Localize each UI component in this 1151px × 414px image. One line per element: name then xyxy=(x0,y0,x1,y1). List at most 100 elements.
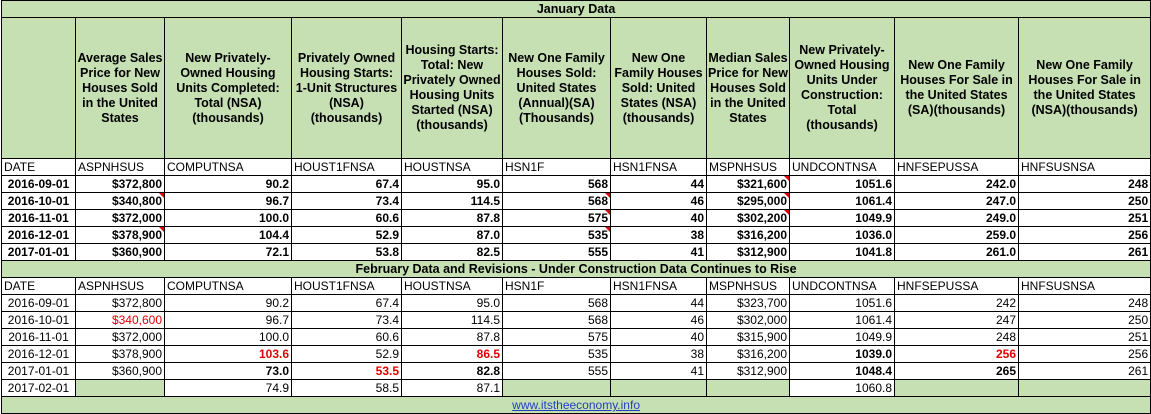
data-cell: 261 xyxy=(1017,243,1151,261)
website-link[interactable]: www.itstheeconomy.info xyxy=(512,398,640,412)
data-cell: 46 xyxy=(610,192,707,210)
data-cell: 261.0 xyxy=(894,243,1019,261)
data-cell: 568 xyxy=(502,294,611,312)
data-cell: 568 xyxy=(502,192,611,210)
data-cell: 575 xyxy=(502,328,611,346)
date-cell: 2016-09-01 xyxy=(1,175,76,193)
data-cell: $295,000 xyxy=(706,192,790,210)
january-band-title: January Data xyxy=(0,0,1151,18)
data-cell: $312,900 xyxy=(706,243,790,261)
data-cell: 1036.0 xyxy=(789,226,895,244)
series-code-cell: HOUST1FNSA xyxy=(291,158,402,176)
date-cell: 2016-12-01 xyxy=(1,345,76,363)
date-cell: 2016-10-01 xyxy=(1,311,76,329)
data-cell: 82.8 xyxy=(401,362,503,380)
data-cell: 1048.4 xyxy=(789,362,895,380)
data-cell xyxy=(610,379,707,397)
table-row: 2016-10-01 $340,800 96.7 73.4 114.5 568 46 $295… xyxy=(1,192,1151,210)
data-cell: 100.0 xyxy=(164,328,292,346)
data-cell: $372,800 xyxy=(75,294,165,312)
data-cell: 82.5 xyxy=(401,243,503,261)
series-code-cell: ASPNHSUS xyxy=(75,277,165,295)
footer-cell: www.itstheeconomy.info xyxy=(0,396,1151,414)
data-cell: 555 xyxy=(502,243,611,261)
data-cell: 575 xyxy=(502,209,611,227)
data-cell xyxy=(75,379,165,397)
data-cell: 40 xyxy=(610,328,707,346)
data-cell: 87.1 xyxy=(401,379,503,397)
data-cell: 249.0 xyxy=(894,209,1019,227)
data-cell: 1060.8 xyxy=(789,379,895,397)
series-code-cell: COMPUTNSA xyxy=(164,158,292,176)
series-code-cell: COMPUTNSA xyxy=(164,277,292,295)
data-cell: 95.0 xyxy=(401,294,503,312)
data-cell: 555 xyxy=(502,362,611,380)
data-cell: 73.4 xyxy=(291,311,402,329)
data-cell: 67.4 xyxy=(291,175,402,193)
data-cell: 535 xyxy=(502,345,611,363)
date-cell: 2016-11-01 xyxy=(1,328,76,346)
data-cell: 114.5 xyxy=(401,192,503,210)
data-cell: $378,900 xyxy=(75,345,165,363)
date-cell: 2017-01-01 xyxy=(1,362,76,380)
data-cell: 38 xyxy=(610,345,707,363)
series-code-cell: HOUST1FNSA xyxy=(291,277,402,295)
data-cell: 67.4 xyxy=(291,294,402,312)
series-code-cell: ASPNHSUS xyxy=(75,158,165,176)
series-code-cell: HOUSTNSA xyxy=(401,277,503,295)
series-code-cell: MSPNHSUS xyxy=(706,277,790,295)
table-row: 2016-09-01 $372,800 90.2 67.4 95.0 568 44 $323,… xyxy=(1,294,1151,312)
column-header: Privately Owned Housing Starts: 1-Unit S… xyxy=(291,17,402,159)
data-cell: $302,000 xyxy=(706,311,790,329)
january-codes-row: DATE ASPNHSUS COMPUTNSA HOUST1FNSA HOUSTNSA H… xyxy=(1,158,1151,176)
data-cell: $321,600 xyxy=(706,175,790,193)
table-row: 2016-12-01 $378,900 104.4 52.9 87.0 535 38 $316… xyxy=(1,226,1151,244)
table-row: 2016-11-01 $372,000 100.0 60.6 87.8 575 40 $302… xyxy=(1,209,1151,227)
table-row: 2016-09-01 $372,800 90.2 67.4 95.0 568 44 $321,… xyxy=(1,175,1151,193)
data-cell: $360,900 xyxy=(75,243,165,261)
series-code-cell: HNFSEPUSSA xyxy=(894,158,1019,176)
series-code-cell: HNFSUSNSA xyxy=(1017,277,1151,295)
data-cell: 40 xyxy=(610,209,707,227)
data-cell: 568 xyxy=(502,311,611,329)
data-cell: 87.8 xyxy=(401,209,503,227)
column-header: New Privately-Owned Housing Units Under … xyxy=(789,17,895,159)
february-band: February Data and Revisions - Under Cons… xyxy=(0,260,1151,278)
data-cell: $372,800 xyxy=(75,175,165,193)
series-code-cell: HSN1FNSA xyxy=(610,158,707,176)
data-cell: 251 xyxy=(1017,328,1151,346)
february-band-title: February Data and Revisions - Under Cons… xyxy=(0,260,1151,278)
data-cell: 95.0 xyxy=(401,175,503,193)
data-cell: $378,900 xyxy=(75,226,165,244)
column-header xyxy=(1,17,76,159)
data-cell: 52.9 xyxy=(291,345,402,363)
data-cell: 256 xyxy=(1017,345,1151,363)
data-cell xyxy=(894,379,1019,397)
date-cell: 2017-02-01 xyxy=(1,379,76,397)
data-cell: $340,600 xyxy=(75,311,165,329)
column-header: New Privately-Owned Housing Units Comple… xyxy=(164,17,292,159)
data-cell: 265 xyxy=(894,362,1019,380)
data-cell: 250 xyxy=(1017,311,1151,329)
data-cell: 114.5 xyxy=(401,311,503,329)
date-cell: 2016-10-01 xyxy=(1,192,76,210)
data-cell: 256 xyxy=(1017,226,1151,244)
table-row: 2016-11-01 $372,000 100.0 60.6 87.8 575 40 $315… xyxy=(1,328,1151,346)
table-row: 2017-01-01 $360,900 73.0 53.5 82.8 555 41 $312,… xyxy=(1,362,1151,380)
data-cell: 568 xyxy=(502,175,611,193)
data-cell: 96.7 xyxy=(164,311,292,329)
series-code-cell: HSN1F xyxy=(502,158,611,176)
data-cell: 248 xyxy=(1017,175,1151,193)
data-cell: 96.7 xyxy=(164,192,292,210)
date-cell: 2016-09-01 xyxy=(1,294,76,312)
data-cell: 60.6 xyxy=(291,209,402,227)
data-cell: 44 xyxy=(610,175,707,193)
data-cell: $302,200 xyxy=(706,209,790,227)
date-cell: 2016-12-01 xyxy=(1,226,76,244)
february-codes-row: DATE ASPNHSUS COMPUTNSA HOUST1FNSA HOUSTNSA H… xyxy=(1,277,1151,295)
data-cell: 53.5 xyxy=(291,362,402,380)
data-cell: 104.4 xyxy=(164,226,292,244)
data-cell: 242 xyxy=(894,294,1019,312)
data-cell: 535 xyxy=(502,226,611,244)
